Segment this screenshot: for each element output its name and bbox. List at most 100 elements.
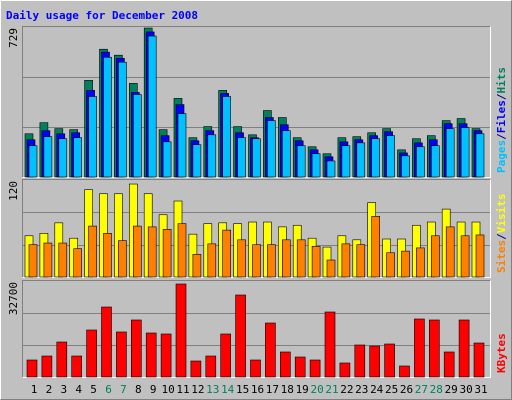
y-tick-label: 729 (7, 28, 20, 48)
bar (103, 56, 112, 178)
bar (26, 359, 38, 378)
bar (86, 329, 97, 378)
bar (190, 360, 202, 378)
bar (131, 319, 142, 378)
x-tick-label: 10 (161, 383, 174, 396)
bar (88, 96, 97, 178)
x-tick-label: 9 (150, 383, 157, 396)
panel-bevel-light (22, 280, 491, 378)
bar (401, 155, 410, 178)
bar (279, 351, 291, 378)
bar (58, 242, 68, 278)
bar (369, 345, 381, 378)
x-tick-label: 6 (105, 383, 112, 396)
bar (384, 343, 395, 378)
bar (160, 333, 172, 378)
bar (192, 144, 202, 178)
panel-bevel-light (22, 179, 491, 278)
bar (250, 359, 261, 378)
bar (443, 351, 455, 378)
bar (73, 137, 82, 178)
x-tick-label: 23 (355, 383, 368, 396)
bar (281, 239, 291, 278)
x-tick-label: 16 (251, 383, 264, 396)
bar (235, 294, 246, 378)
x-tick-label: 5 (90, 383, 97, 396)
bar (356, 244, 366, 278)
x-tick-label: 15 (236, 383, 249, 396)
x-tick-label: 20 (310, 383, 323, 396)
legend-entry: Visits (495, 194, 508, 234)
bar (73, 248, 82, 278)
bar (28, 244, 38, 278)
legend: Sites/Visits (495, 194, 508, 274)
x-tick-label: 22 (340, 383, 353, 396)
bar (401, 250, 410, 278)
bar (399, 365, 410, 378)
bar (43, 242, 53, 278)
bar (56, 341, 68, 378)
x-tick-label: 8 (135, 383, 142, 396)
legend-entry: Hits (495, 67, 508, 94)
legend-separator: / (495, 133, 508, 140)
x-tick-label: 30 (459, 383, 472, 396)
x-tick-label: 13 (206, 383, 219, 396)
bar (133, 94, 142, 178)
bar (88, 225, 97, 278)
x-tick-label: 29 (445, 383, 458, 396)
bar (386, 252, 395, 278)
x-tick-label: 28 (430, 383, 443, 396)
bar (371, 138, 381, 178)
legend: KBytes (495, 333, 508, 373)
bar (116, 331, 127, 378)
bar (220, 333, 231, 378)
bar (267, 120, 276, 178)
bar (103, 233, 112, 278)
bar (281, 130, 291, 178)
bar (416, 146, 425, 178)
bar (207, 134, 217, 178)
bar (460, 127, 470, 178)
bar (118, 61, 127, 178)
bar (43, 136, 53, 178)
bar (147, 226, 157, 278)
bar (252, 244, 261, 278)
bar (341, 145, 351, 178)
bar (460, 235, 470, 278)
x-tick-label: 3 (60, 383, 67, 396)
bar (430, 145, 440, 178)
legend-entry: Sites (495, 240, 508, 273)
bar (237, 239, 246, 278)
bar (371, 216, 381, 278)
bar (294, 356, 306, 378)
x-tick-label: 1 (31, 383, 38, 396)
bar (324, 311, 336, 378)
bar (296, 145, 306, 178)
bar (458, 319, 470, 378)
bar (205, 355, 217, 378)
x-tick-label: 19 (296, 383, 309, 396)
bar (222, 96, 231, 178)
x-tick-label: 31 (474, 383, 487, 396)
bar (177, 113, 187, 178)
bar (296, 239, 306, 278)
bar (445, 128, 455, 178)
bar (252, 138, 261, 178)
bar (428, 319, 440, 378)
legend: Pages/Files/Hits (495, 67, 508, 173)
bar (311, 153, 321, 178)
x-tick-label: 11 (176, 383, 189, 396)
bar (475, 133, 485, 178)
bar (265, 322, 276, 378)
x-tick-label: 24 (370, 383, 384, 396)
bar (162, 141, 172, 178)
bar (309, 359, 321, 378)
panel-bevel-dark (22, 280, 491, 378)
bar (177, 223, 187, 278)
bar (162, 229, 172, 278)
bar (416, 247, 425, 278)
legend-separator: / (495, 93, 508, 100)
bar (192, 254, 202, 278)
bar (311, 245, 321, 278)
bar (71, 355, 82, 378)
